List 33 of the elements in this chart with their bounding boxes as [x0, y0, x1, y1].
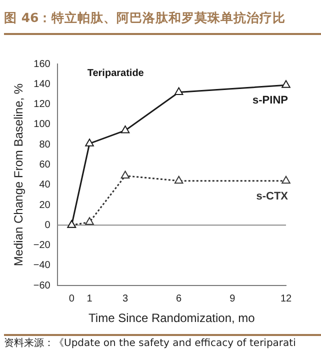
x-tick-label: 0 — [68, 293, 75, 304]
y-tick-label: 20 — [39, 200, 51, 211]
y-tick-label: 120 — [34, 99, 51, 110]
x-axis-title: Time Since Randomization, mo — [88, 311, 256, 326]
y-axis-title: Median Change From Baseline, % — [12, 83, 26, 266]
series-label: s-PINP — [252, 94, 288, 107]
point — [282, 80, 290, 88]
x-tick-label: 9 — [230, 293, 236, 304]
y-tick-label: 160 — [34, 58, 51, 70]
point — [85, 217, 94, 225]
point — [120, 170, 130, 179]
y-tick-label: −60 — [33, 280, 51, 292]
x-tick-label: 6 — [176, 293, 182, 304]
text: 资料来源：《Update on the safety and efficacy of teriparati — [4, 338, 297, 350]
y-tick-label: 80 — [39, 139, 51, 150]
series-label: s-CTX — [256, 190, 289, 202]
x-tick-label: 12 — [280, 293, 292, 304]
point — [85, 138, 94, 146]
point — [120, 125, 130, 134]
y-tick-label: −20 — [33, 240, 51, 252]
x-tick-label: 3 — [122, 293, 128, 304]
x-tick-label: 1 — [86, 293, 93, 304]
chart-title: 图 46：特立帕肽、阿巴洛肽和罗莫珠单抗治疗比 — [4, 10, 287, 27]
point — [174, 176, 184, 184]
annotation: Teriparatide — [87, 68, 144, 79]
y-tick-label: 40 — [39, 180, 51, 191]
point — [282, 176, 290, 184]
y-tick-label: 140 — [34, 78, 51, 90]
point — [174, 87, 184, 95]
y-tick-label: 100 — [34, 119, 51, 130]
y-tick-label: 0 — [44, 220, 51, 231]
y-tick-label: −40 — [33, 260, 51, 272]
y-tick-label: 60 — [39, 159, 51, 170]
